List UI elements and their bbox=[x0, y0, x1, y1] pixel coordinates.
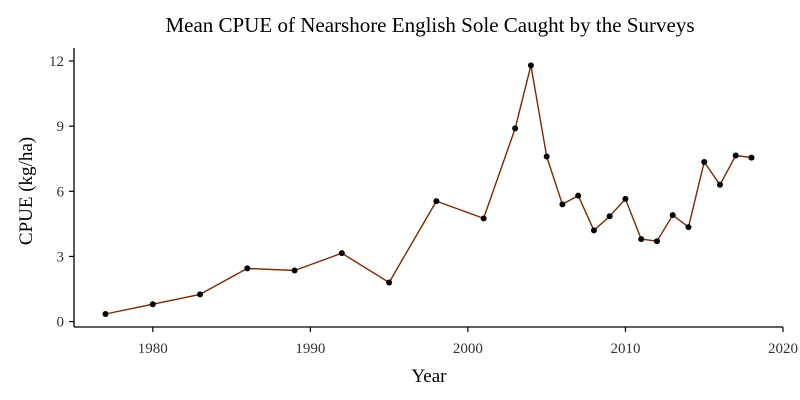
data-point bbox=[653, 238, 660, 245]
data-point bbox=[149, 301, 156, 308]
x-tick-label: 2000 bbox=[453, 341, 483, 357]
y-tick-label: 12 bbox=[49, 54, 64, 70]
y-tick-label: 6 bbox=[57, 184, 65, 200]
data-point bbox=[701, 158, 708, 165]
data-point bbox=[244, 265, 251, 272]
data-point bbox=[716, 181, 723, 188]
x-tick-label: 2020 bbox=[768, 341, 798, 357]
data-point bbox=[685, 224, 692, 231]
y-tick-label: 0 bbox=[57, 315, 65, 331]
x-tick-label: 1980 bbox=[138, 341, 168, 357]
data-point bbox=[575, 192, 582, 199]
x-tick-label: 1990 bbox=[295, 341, 325, 357]
y-tick-label: 9 bbox=[57, 119, 65, 135]
chart-title: Mean CPUE of Nearshore English Sole Caug… bbox=[165, 13, 694, 37]
data-point bbox=[748, 154, 755, 161]
data-point bbox=[590, 227, 597, 234]
x-axis-label: Year bbox=[411, 366, 447, 387]
data-point bbox=[638, 236, 645, 243]
data-point bbox=[338, 250, 345, 257]
plot-area: 1980 1990 2000 2010 2020 0 3 6 9 12 bbox=[49, 48, 798, 357]
data-point bbox=[386, 279, 393, 286]
data-point bbox=[433, 198, 440, 205]
data-point bbox=[512, 125, 519, 132]
series-line bbox=[105, 64, 752, 315]
data-point bbox=[543, 153, 550, 160]
x-tick-label: 2010 bbox=[610, 341, 640, 357]
data-point bbox=[559, 201, 566, 208]
data-point bbox=[606, 213, 613, 220]
data-point bbox=[197, 291, 204, 298]
data-point bbox=[622, 195, 629, 202]
data-point bbox=[669, 212, 676, 219]
y-tick-label: 3 bbox=[57, 249, 65, 265]
data-point bbox=[527, 62, 534, 69]
data-point bbox=[291, 267, 298, 274]
data-point bbox=[480, 215, 487, 222]
data-point bbox=[102, 310, 109, 317]
data-point bbox=[732, 152, 739, 159]
y-axis-label: CPUE (kg/ha) bbox=[16, 137, 37, 245]
